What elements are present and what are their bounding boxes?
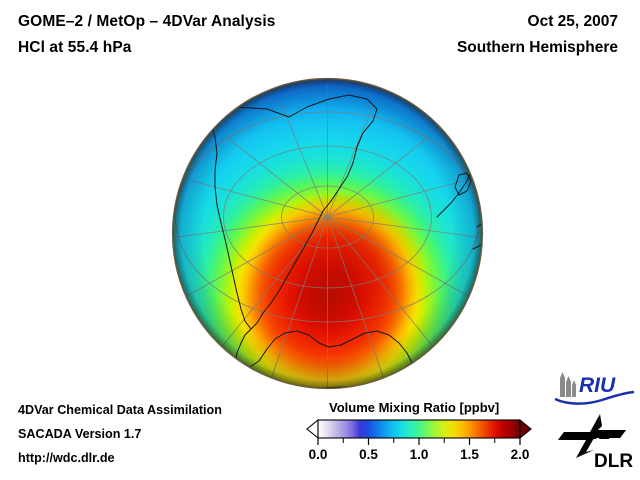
- limb-shading: [172, 78, 483, 389]
- colorbar-tick-1: 0.5: [359, 447, 378, 462]
- colorbar-svg: [306, 418, 532, 445]
- riu-wave-icon: [554, 390, 635, 405]
- colorbar-tick-labels: 0.0 0.5 1.0 1.5 2.0: [306, 447, 534, 467]
- credit-line-2: SACADA Version 1.7: [18, 427, 142, 441]
- colorbar-gradient: [317, 419, 521, 439]
- colorbar-tick-4: 2.0: [510, 447, 530, 462]
- date-label: Oct 25, 2007: [527, 13, 618, 30]
- dlr-mark-icon: [558, 414, 626, 458]
- colorbar-min-arrow: [306, 418, 319, 440]
- colorbar: [306, 418, 534, 446]
- riu-wordmark: RIU: [579, 374, 616, 397]
- globe-outline: [171, 77, 484, 390]
- globe-svg: [171, 77, 484, 390]
- colorbar-title: Volume Mixing Ratio [ppbv]: [329, 400, 500, 415]
- globe-field-layer: [172, 78, 483, 389]
- credit-line-3: http://wdc.dlr.de: [18, 451, 115, 465]
- dlr-logo-svg: DLR: [558, 414, 633, 472]
- dlr-logo: DLR: [556, 412, 636, 472]
- credit-line-1: 4DVar Chemical Data Assimilation: [18, 403, 222, 417]
- colorbar-minor-ticks: [342, 438, 496, 443]
- page-title: GOME–2 / MetOp – 4DVar Analysis: [18, 13, 276, 30]
- colorbar-tick-0: 0.0: [308, 447, 328, 462]
- colorbar-max-arrow: [519, 418, 532, 440]
- colorbar-tick-3: 1.5: [460, 447, 479, 462]
- dlr-wordmark: DLR: [594, 451, 633, 470]
- colorbar-major-ticks: [317, 438, 521, 445]
- riu-towers-icon: [560, 372, 576, 397]
- colorbar-tick-2: 1.0: [409, 447, 429, 462]
- page-subtitle: HCl at 55.4 hPa: [18, 39, 132, 56]
- hemisphere-label: Southern Hemisphere: [456, 39, 618, 56]
- riu-logo-svg: RIU: [554, 372, 635, 405]
- globe-map: [171, 77, 484, 390]
- riu-logo: RIU: [552, 371, 636, 405]
